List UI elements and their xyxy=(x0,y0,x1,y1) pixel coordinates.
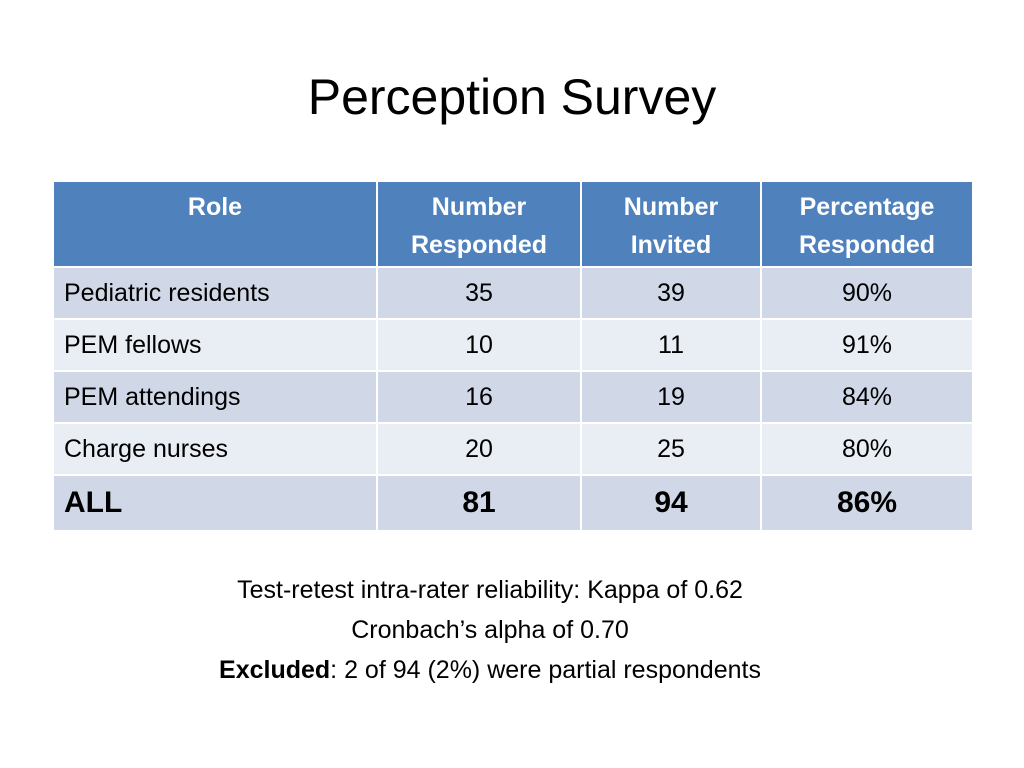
table-row: Pediatric residents 35 39 90% xyxy=(52,266,974,320)
responded-cell: 16 xyxy=(376,370,582,424)
role-cell: PEM attendings xyxy=(52,370,378,424)
invited-cell: 39 xyxy=(580,266,762,320)
header-percentage-responded-line-1: Percentage xyxy=(799,193,935,221)
header-number-invited-line-2: Invited xyxy=(630,231,712,259)
table-total-row: ALL 81 94 86% xyxy=(52,474,974,532)
excluded-detail: : 2 of 94 (2%) were partial respondents xyxy=(330,656,761,684)
invited-cell: 11 xyxy=(580,318,762,372)
table-header-row: Role Number Responded Number Invited Per… xyxy=(52,180,974,268)
total-role-cell: ALL xyxy=(52,474,378,532)
total-responded-cell: 81 xyxy=(376,474,582,532)
survey-table: Role Number Responded Number Invited Per… xyxy=(52,180,974,532)
percentage-cell: 90% xyxy=(760,266,974,320)
header-number-responded-line-2: Responded xyxy=(410,231,548,259)
total-percentage-cell: 86% xyxy=(760,474,974,532)
percentage-cell: 91% xyxy=(760,318,974,372)
responded-cell: 35 xyxy=(376,266,582,320)
role-cell: PEM fellows xyxy=(52,318,378,372)
percentage-cell: 84% xyxy=(760,370,974,424)
header-number-responded-line-1: Number xyxy=(431,193,527,221)
reliability-note: Test-retest intra-rater reliability: Kap… xyxy=(237,576,743,604)
header-role-line-1: Role xyxy=(187,193,243,221)
cronbach-note: Cronbach’s alpha of 0.70 xyxy=(351,616,629,644)
header-number-responded: Number Responded xyxy=(376,180,582,268)
slide-title: Perception Survey xyxy=(307,69,717,125)
excluded-label: Excluded xyxy=(219,656,331,684)
table-row: PEM fellows 10 11 91% xyxy=(52,318,974,372)
responded-cell: 20 xyxy=(376,422,582,476)
header-number-invited: Number Invited xyxy=(580,180,762,268)
header-percentage-responded: Percentage Responded xyxy=(760,180,974,268)
table-row: Charge nurses 20 25 80% xyxy=(52,422,974,476)
header-role: Role xyxy=(52,180,378,268)
role-cell: Charge nurses xyxy=(52,422,378,476)
invited-cell: 19 xyxy=(580,370,762,424)
percentage-cell: 80% xyxy=(760,422,974,476)
responded-cell: 10 xyxy=(376,318,582,372)
excluded-note: Excluded: 2 of 94 (2%) were partial resp… xyxy=(0,650,980,690)
survey-notes: Test-retest intra-rater reliability: Kap… xyxy=(0,570,980,690)
header-percentage-responded-line-2: Responded xyxy=(798,231,936,259)
total-invited-cell: 94 xyxy=(580,474,762,532)
table-row: PEM attendings 16 19 84% xyxy=(52,370,974,424)
invited-cell: 25 xyxy=(580,422,762,476)
header-number-invited-line-1: Number xyxy=(623,193,719,221)
role-cell: Pediatric residents xyxy=(52,266,378,320)
